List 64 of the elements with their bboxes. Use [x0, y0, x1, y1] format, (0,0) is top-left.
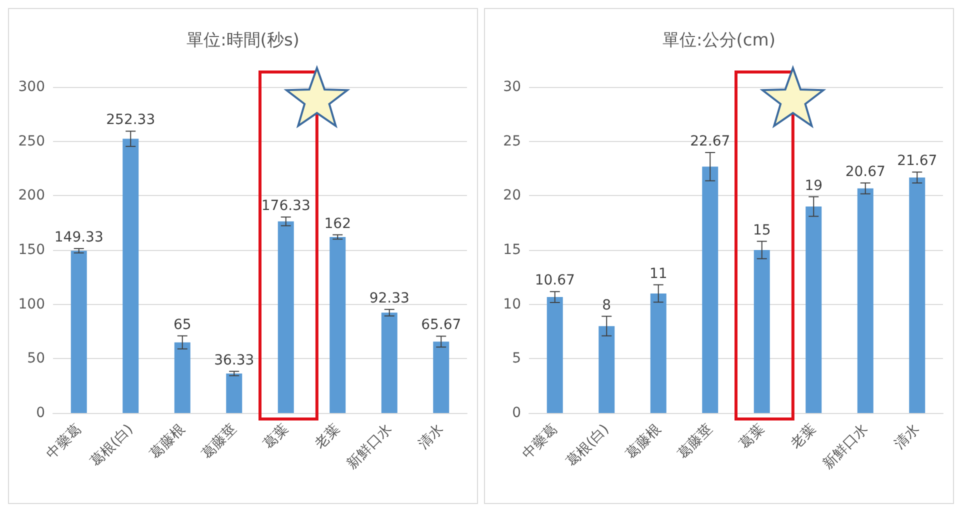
data-label: 162	[324, 216, 351, 232]
bar	[546, 297, 563, 413]
bar	[433, 342, 450, 413]
y-tick-label: 30	[503, 79, 521, 95]
bar	[702, 166, 718, 413]
bar	[381, 312, 398, 413]
x-tick-label: 清水	[416, 421, 447, 452]
y-tick-label: 150	[18, 242, 45, 258]
y-tick-label: 15	[503, 242, 521, 258]
data-label: 21.67	[897, 153, 938, 170]
bar	[70, 250, 87, 413]
y-tick-label: 0	[36, 405, 45, 421]
x-tick-label: 老葉	[312, 421, 344, 452]
x-tick-label: 中藥葛	[44, 421, 85, 462]
data-label: 65	[173, 316, 192, 333]
bar	[909, 178, 926, 413]
data-label: 149.33	[54, 230, 104, 246]
data-label: 20.67	[845, 164, 886, 180]
x-tick-label: 葛藤根	[623, 421, 664, 462]
bar	[226, 374, 242, 413]
bar	[174, 342, 190, 413]
data-label: 65.67	[421, 317, 462, 334]
bar	[650, 293, 666, 413]
y-tick-label: 10	[503, 296, 521, 312]
x-tick-label: 葛根(白)	[88, 421, 136, 470]
y-tick-label: 300	[18, 79, 45, 95]
chart-title: 單位:公分(cm)	[662, 30, 776, 50]
x-tick-label: 葛根(白)	[564, 421, 612, 470]
data-label: 176.33	[261, 198, 310, 214]
y-tick-label: 25	[503, 133, 521, 150]
x-tick-label: 葛葉	[260, 421, 292, 452]
bar	[278, 221, 294, 413]
x-tick-label: 葛葉	[736, 421, 768, 452]
bar	[806, 206, 822, 413]
x-tick-label: 葛藤莖	[198, 421, 240, 462]
bar	[857, 188, 874, 413]
bar	[330, 236, 346, 413]
data-label: 36.33	[214, 352, 254, 368]
y-tick-label: 250	[18, 133, 45, 150]
y-tick-label: 0	[512, 405, 521, 421]
x-tick-label: 新鮮口水	[344, 421, 396, 472]
x-tick-label: 中藥葛	[520, 421, 561, 462]
y-tick-label: 200	[18, 188, 45, 204]
x-tick-label: 老葉	[788, 421, 820, 452]
bar	[122, 138, 139, 413]
data-label: 92.33	[369, 290, 410, 306]
data-label: 252.33	[106, 112, 156, 128]
data-label: 10.67	[534, 272, 575, 289]
x-tick-label: 清水	[892, 421, 923, 452]
x-tick-label: 新鮮口水	[820, 421, 872, 472]
data-label: 19	[804, 178, 823, 194]
data-label: 22.67	[690, 134, 730, 150]
x-tick-label: 葛藤根	[147, 421, 188, 462]
data-label: 15	[752, 222, 771, 238]
bar	[754, 250, 770, 413]
y-tick-label: 20	[503, 188, 521, 204]
bar	[598, 326, 615, 413]
y-tick-label: 100	[18, 296, 45, 312]
y-tick-label: 50	[27, 350, 45, 367]
x-tick-label: 葛藤莖	[674, 421, 716, 462]
data-label: 8	[602, 297, 612, 314]
data-label: 11	[649, 266, 668, 282]
chart-title: 單位:時間(秒s)	[186, 30, 300, 50]
y-tick-label: 5	[512, 350, 521, 367]
